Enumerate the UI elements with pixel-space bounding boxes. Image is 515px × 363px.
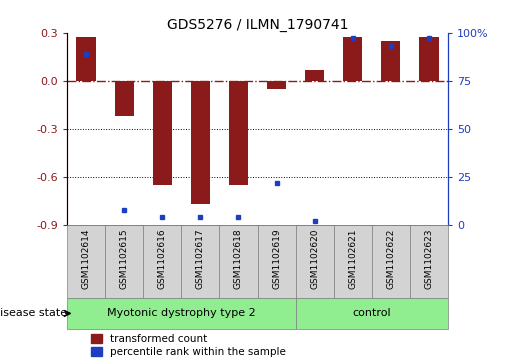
FancyBboxPatch shape	[181, 225, 219, 298]
Bar	[114, 81, 134, 116]
Title: GDS5276 / ILMN_1790741: GDS5276 / ILMN_1790741	[167, 18, 348, 32]
Bar	[229, 81, 248, 185]
Text: disease state: disease state	[0, 309, 67, 318]
Text: GSM1102619: GSM1102619	[272, 229, 281, 289]
Bar	[76, 37, 96, 81]
Text: GSM1102621: GSM1102621	[348, 229, 357, 289]
FancyBboxPatch shape	[258, 225, 296, 298]
FancyBboxPatch shape	[410, 225, 448, 298]
Bar	[419, 37, 439, 81]
FancyBboxPatch shape	[67, 225, 105, 298]
Text: GSM1102622: GSM1102622	[386, 229, 396, 289]
Text: GSM1102614: GSM1102614	[81, 229, 91, 289]
Text: GSM1102615: GSM1102615	[119, 229, 129, 289]
FancyBboxPatch shape	[67, 298, 296, 329]
FancyBboxPatch shape	[219, 225, 258, 298]
Bar	[153, 81, 172, 185]
Bar	[344, 37, 363, 81]
Text: GSM1102616: GSM1102616	[158, 229, 167, 289]
Bar	[191, 81, 210, 204]
Bar	[305, 70, 324, 81]
FancyBboxPatch shape	[334, 225, 372, 298]
Text: GSM1102623: GSM1102623	[424, 229, 434, 289]
FancyBboxPatch shape	[105, 225, 143, 298]
Text: Myotonic dystrophy type 2: Myotonic dystrophy type 2	[107, 309, 255, 318]
FancyBboxPatch shape	[143, 225, 181, 298]
Legend: transformed count, percentile rank within the sample: transformed count, percentile rank withi…	[91, 334, 286, 357]
FancyBboxPatch shape	[372, 225, 410, 298]
Text: GSM1102618: GSM1102618	[234, 229, 243, 289]
Bar	[267, 81, 286, 89]
Text: GSM1102617: GSM1102617	[196, 229, 205, 289]
Text: GSM1102620: GSM1102620	[310, 229, 319, 289]
Text: control: control	[352, 309, 391, 318]
Bar	[382, 41, 401, 81]
FancyBboxPatch shape	[296, 225, 334, 298]
FancyBboxPatch shape	[296, 298, 448, 329]
